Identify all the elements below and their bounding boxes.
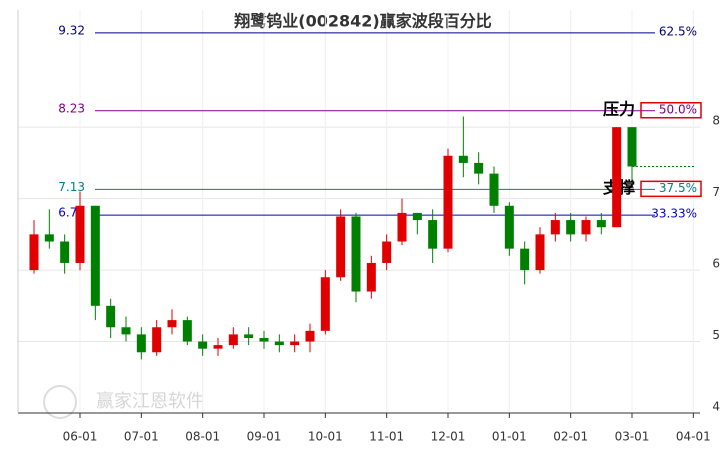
x-tick-label: 03-01 bbox=[615, 430, 650, 444]
x-tick-label: 04-01 bbox=[676, 430, 711, 444]
x-tick-label: 08-01 bbox=[185, 430, 220, 444]
x-tick-label: 11-01 bbox=[369, 430, 404, 444]
chart-title: 翔鹭钨业(002842)赢家波段百分比 bbox=[233, 12, 491, 31]
candle-body bbox=[474, 162, 484, 174]
candle-body bbox=[458, 155, 468, 163]
watermark: 赢家江恩软件 bbox=[96, 390, 204, 412]
candle-body bbox=[336, 216, 346, 278]
x-tick-label: 10-01 bbox=[308, 430, 343, 444]
level-value: 8.23 bbox=[58, 101, 85, 115]
candle-body bbox=[213, 345, 223, 349]
candle-body bbox=[489, 173, 499, 206]
level-box bbox=[640, 102, 702, 119]
level-percent: 37.5% bbox=[659, 181, 697, 195]
candle-body bbox=[612, 127, 622, 228]
candle-body bbox=[75, 205, 85, 263]
level-percent: 50.0% bbox=[659, 102, 697, 116]
candle-body bbox=[520, 248, 530, 271]
watermark-logo bbox=[43, 385, 77, 419]
candle-body bbox=[627, 127, 637, 167]
level-value: 9.32 bbox=[58, 23, 85, 37]
level-value: 7.13 bbox=[58, 180, 85, 194]
candle-body bbox=[397, 212, 407, 242]
candle-body bbox=[412, 212, 422, 221]
candle-body bbox=[244, 334, 254, 338]
candle-body bbox=[290, 341, 300, 346]
candle-body bbox=[382, 241, 392, 263]
candle-body bbox=[228, 334, 238, 346]
y-tick-label: 5 bbox=[712, 328, 720, 342]
x-tick-label: 02-01 bbox=[553, 430, 588, 444]
x-tick-label: 09-01 bbox=[247, 430, 282, 444]
candle-body bbox=[106, 305, 116, 328]
candle-body bbox=[550, 220, 560, 235]
candle-body bbox=[29, 234, 39, 271]
x-tick-label: 12-01 bbox=[431, 430, 466, 444]
candle-body bbox=[581, 220, 591, 235]
level-box bbox=[640, 180, 702, 198]
candle-body bbox=[535, 234, 545, 271]
candle-body bbox=[259, 337, 269, 342]
candle-body bbox=[152, 327, 162, 353]
x-tick-label: 06-01 bbox=[63, 430, 98, 444]
candle-body bbox=[351, 216, 361, 292]
y-tick-label: 7 bbox=[712, 185, 720, 199]
candle-body bbox=[566, 220, 576, 235]
x-tick-label: 01-01 bbox=[492, 430, 527, 444]
level-note: 压力 bbox=[603, 99, 635, 118]
candle-body bbox=[443, 155, 453, 249]
candle-body bbox=[305, 330, 315, 342]
candle-body bbox=[504, 205, 514, 249]
candle-body bbox=[44, 234, 54, 242]
candle-body bbox=[366, 262, 376, 292]
x-tick-label: 07-01 bbox=[124, 430, 159, 444]
y-tick-label: 6 bbox=[712, 257, 720, 271]
candle-body bbox=[198, 341, 208, 349]
candle-body bbox=[90, 205, 100, 306]
candle-body bbox=[428, 220, 438, 249]
candle-body bbox=[121, 327, 131, 335]
level-percent: 33.33% bbox=[651, 207, 697, 221]
candle-body bbox=[60, 241, 70, 263]
y-tick-label: 8 bbox=[712, 114, 720, 128]
level-percent: 62.5% bbox=[659, 24, 697, 38]
candle-body bbox=[596, 220, 606, 228]
candle-body bbox=[136, 334, 146, 353]
candle-body bbox=[274, 341, 284, 346]
candle-body bbox=[182, 320, 192, 342]
candle-body bbox=[320, 277, 330, 331]
candle-body bbox=[167, 320, 177, 328]
y-tick-label: 4 bbox=[712, 400, 720, 414]
